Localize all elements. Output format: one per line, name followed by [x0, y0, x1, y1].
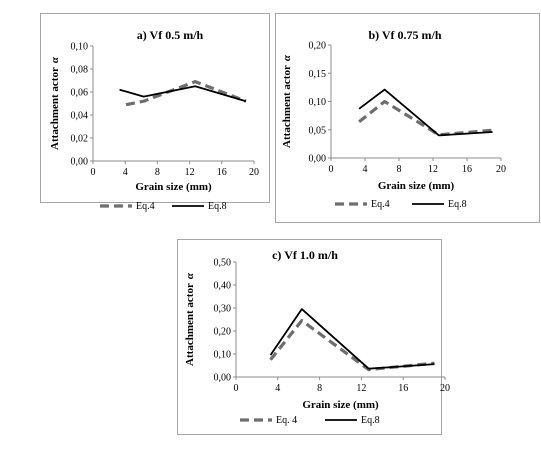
y-axis-title-text: Attachment actor: [184, 283, 196, 366]
x-tick-label: 20: [440, 383, 450, 394]
chart-c: c) Vf 1.0 m/h 0,00 0,10 0,20 0,30 0,40 0,50 0 4 8…: [177, 239, 450, 435]
legend-label: Eq. 4: [276, 415, 297, 426]
y-tick-label: 0,00: [309, 154, 327, 165]
chart-b: b) Vf 0.75 m/h 0,00 0,05 0,10 0,15 0,20 0 4 8 12 1…: [275, 13, 540, 223]
series-line-eq8: [119, 85, 247, 103]
y-tick-label: 0,00: [214, 373, 232, 384]
y-axis-title-text: Attachment actor: [49, 67, 61, 150]
y-axis-title-group: Attachment actor α: [49, 56, 61, 150]
y-axis-title: Attachment actor α: [184, 272, 196, 366]
x-tick-label: 16: [462, 164, 472, 175]
chart-title: a) Vf 0.5 m/h: [137, 28, 204, 42]
y-tick-label: 0,06: [71, 88, 89, 99]
x-tick-label: 12: [428, 164, 438, 175]
legend-label: Eq.8: [208, 201, 227, 212]
x-tick-label: 0: [234, 383, 239, 394]
x-tick-label: 8: [317, 383, 322, 394]
y-tick-label: 0,00: [71, 157, 89, 168]
y-tick-label: 0,20: [214, 327, 232, 338]
x-tick-label: 8: [397, 164, 402, 175]
y-axis-title-group: Attachment actor α: [281, 54, 293, 148]
chart-frame: [40, 13, 270, 203]
y-tick-label: 0,08: [71, 65, 89, 76]
y-tick-label: 0,05: [309, 125, 327, 136]
x-tick-label: 4: [363, 164, 368, 175]
x-tick-label: 4: [275, 383, 280, 394]
y-axis-symbol: α: [49, 56, 61, 63]
x-tick-label: 20: [496, 164, 506, 175]
x-tick-label: 8: [155, 167, 160, 178]
x-tick-label: 0: [91, 167, 96, 178]
y-tick-label: 0,10: [214, 350, 232, 361]
chart-frame: [177, 239, 442, 435]
x-axis-title: Grain size (mm): [135, 181, 212, 193]
y-tick-label: 0,20: [309, 41, 327, 52]
x-tick-label: 16: [398, 383, 408, 394]
chart-frame: [275, 13, 540, 223]
y-tick-label: 0,30: [214, 304, 232, 315]
legend-label: Eq.8: [361, 415, 380, 426]
y-axis-symbol: α: [281, 54, 293, 61]
y-tick-label: 0,15: [309, 69, 327, 80]
y-axis-symbol: α: [184, 272, 196, 279]
y-tick-label: 0,02: [71, 134, 89, 145]
series-line-eq4: [269, 319, 435, 372]
x-tick-label: 20: [249, 167, 259, 178]
legend-label: Eq.8: [448, 199, 467, 210]
x-tick-label: 12: [185, 167, 195, 178]
y-tick-label: 0,40: [214, 281, 232, 292]
y-tick-label: 0,04: [71, 111, 89, 122]
chart-title: c) Vf 1.0 m/h: [272, 248, 338, 262]
y-tick-label: 0,50: [214, 258, 232, 269]
series-line-eq8: [269, 308, 435, 370]
chart-a: a) Vf 0.5 m/h 0,00 0,02 0,04 0,06 0,08 0,10 0 4 8…: [40, 13, 270, 212]
y-axis-title-text: Attachment actor: [281, 65, 293, 148]
y-axis-title-group: Attachment actor α: [184, 272, 196, 366]
legend-label: Eq.4: [136, 201, 155, 212]
x-axis-title: Grain size (mm): [378, 180, 455, 192]
x-tick-label: 16: [217, 167, 227, 178]
x-tick-label: 0: [329, 164, 334, 175]
chart-title: b) Vf 0.75 m/h: [368, 28, 441, 42]
x-axis-title: Grain size (mm): [302, 399, 379, 411]
x-tick-label: 12: [356, 383, 366, 394]
y-tick-label: 0,10: [71, 42, 89, 53]
x-tick-label: 4: [123, 167, 128, 178]
y-axis-title: Attachment actor α: [281, 54, 293, 148]
legend-label: Eq.4: [371, 199, 390, 210]
series-line-eq4: [358, 99, 493, 137]
y-tick-label: 0,10: [309, 97, 327, 108]
series-line-eq8: [358, 88, 493, 137]
y-axis-title: Attachment actor α: [49, 56, 61, 150]
